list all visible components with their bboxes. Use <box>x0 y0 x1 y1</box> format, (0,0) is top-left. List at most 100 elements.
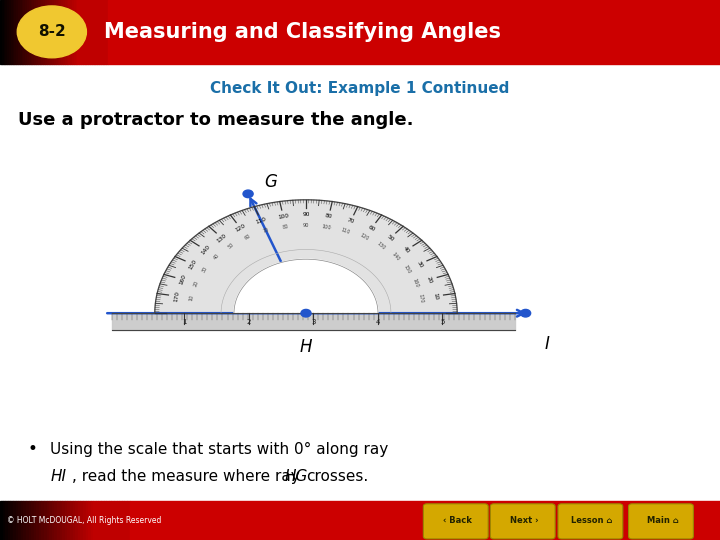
Text: 160: 160 <box>179 274 187 286</box>
Bar <box>78 0 79 64</box>
Bar <box>108 0 720 64</box>
Bar <box>43 0 45 64</box>
Bar <box>104 501 107 540</box>
Bar <box>130 501 720 540</box>
Bar <box>56 0 58 64</box>
Bar <box>89 0 90 64</box>
Bar <box>60 0 61 64</box>
Text: ‹ Back: ‹ Back <box>443 516 472 525</box>
Bar <box>36 501 39 540</box>
Text: 2: 2 <box>246 319 251 325</box>
Bar <box>117 501 120 540</box>
Bar <box>92 0 94 64</box>
Text: 80: 80 <box>282 224 289 230</box>
Text: , read the measure where ray: , read the measure where ray <box>72 469 300 484</box>
Bar <box>72 0 73 64</box>
Bar <box>7 0 9 64</box>
Bar <box>42 0 43 64</box>
Text: 160: 160 <box>412 278 420 289</box>
Text: Use a protractor to measure the angle.: Use a protractor to measure the angle. <box>18 111 413 130</box>
Text: 70: 70 <box>346 217 355 225</box>
FancyBboxPatch shape <box>629 504 693 539</box>
Bar <box>75 501 78 540</box>
Bar <box>8 501 10 540</box>
Bar <box>88 501 91 540</box>
Text: 70: 70 <box>262 227 270 234</box>
Text: 110: 110 <box>341 227 351 235</box>
Bar <box>37 0 40 64</box>
Bar <box>9 0 11 64</box>
Bar <box>1 0 4 64</box>
Text: 30: 30 <box>415 260 423 268</box>
Bar <box>68 0 70 64</box>
Bar <box>81 0 83 64</box>
Text: Main ⌂: Main ⌂ <box>647 516 678 525</box>
Bar <box>101 0 102 64</box>
Polygon shape <box>155 200 457 313</box>
Text: 20: 20 <box>193 279 200 287</box>
Bar <box>83 0 85 64</box>
Bar <box>95 0 97 64</box>
Circle shape <box>17 6 86 58</box>
Bar <box>34 0 36 64</box>
Bar <box>55 501 57 540</box>
Bar <box>65 501 68 540</box>
Bar <box>94 501 96 540</box>
Text: I: I <box>545 335 549 353</box>
Bar <box>71 0 72 64</box>
Bar <box>112 313 515 330</box>
Circle shape <box>243 190 253 198</box>
Bar <box>47 0 49 64</box>
Bar <box>49 501 52 540</box>
Text: 60: 60 <box>243 234 252 241</box>
Bar <box>25 0 27 64</box>
Text: H: H <box>300 338 312 355</box>
Bar <box>107 501 109 540</box>
Text: 50: 50 <box>227 242 235 250</box>
Text: 110: 110 <box>255 217 267 225</box>
Text: 150: 150 <box>402 264 412 275</box>
Text: 40: 40 <box>402 246 410 254</box>
Text: 100: 100 <box>277 213 289 220</box>
Circle shape <box>301 309 311 317</box>
Bar <box>26 501 29 540</box>
Text: 140: 140 <box>390 252 400 262</box>
Bar <box>109 501 112 540</box>
Bar <box>18 0 20 64</box>
Bar <box>52 0 54 64</box>
Text: 50: 50 <box>386 234 395 242</box>
Bar <box>127 501 130 540</box>
Text: © HOLT McDOUGAL, All Rights Reserved: © HOLT McDOUGAL, All Rights Reserved <box>7 516 161 525</box>
Text: crosses.: crosses. <box>306 469 368 484</box>
Text: 5: 5 <box>440 319 444 325</box>
Bar <box>31 501 34 540</box>
Bar <box>3 501 5 540</box>
Text: Using the scale that starts with 0° along ray: Using the scale that starts with 0° alon… <box>50 442 389 457</box>
Text: 120: 120 <box>359 233 369 242</box>
Bar <box>122 501 125 540</box>
Text: 40: 40 <box>212 253 220 261</box>
Bar <box>16 0 18 64</box>
Bar <box>13 501 16 540</box>
Bar <box>0 501 3 540</box>
Text: HG: HG <box>284 469 307 484</box>
Bar <box>50 0 52 64</box>
Text: 10: 10 <box>432 292 438 300</box>
Bar <box>86 501 88 540</box>
Bar <box>114 501 117 540</box>
Bar <box>40 0 42 64</box>
Text: 20: 20 <box>426 275 433 284</box>
FancyBboxPatch shape <box>423 504 488 539</box>
Bar <box>29 0 30 64</box>
Bar <box>14 0 16 64</box>
Bar <box>70 501 73 540</box>
Text: 3: 3 <box>311 319 315 325</box>
Bar <box>54 0 56 64</box>
Bar <box>5 501 8 540</box>
Bar <box>107 0 108 64</box>
Text: Check It Out: Example 1 Continued: Check It Out: Example 1 Continued <box>210 80 510 96</box>
Bar <box>29 501 31 540</box>
Circle shape <box>521 309 531 317</box>
Bar <box>27 0 29 64</box>
Text: 4: 4 <box>376 319 380 325</box>
